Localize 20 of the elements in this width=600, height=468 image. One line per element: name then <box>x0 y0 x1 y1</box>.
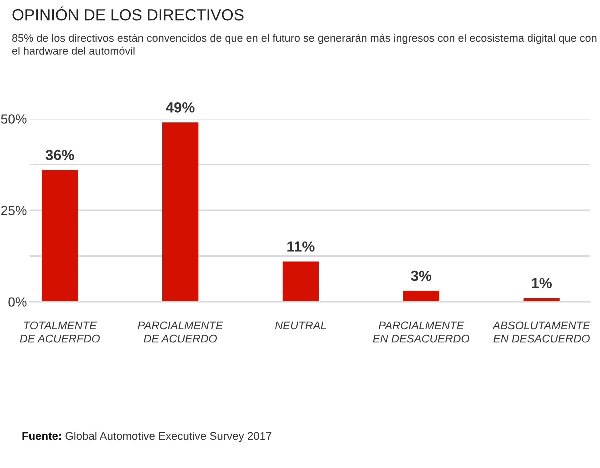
bar <box>162 122 199 302</box>
y-tick-label: 0% <box>8 298 27 307</box>
data-label: 3% <box>411 270 432 282</box>
x-tick-label: NEUTRAL <box>275 322 326 330</box>
y-tick-label: 50% <box>1 114 27 124</box>
x-tick-label: PARCIALMENTE DE ACUERDO <box>138 322 224 343</box>
data-label: 36% <box>46 150 74 160</box>
x-tick-label: ABSOLUTAMENTE EN DESACUERDO <box>492 322 591 343</box>
y-tick-label: 25% <box>1 206 27 216</box>
data-label: 11% <box>288 242 315 252</box>
x-tick-label: TOTALMENTE DE ACUERFDO <box>20 322 100 343</box>
x-tick-label: PARCIALMENTE EN DESACUERDO <box>373 322 470 343</box>
data-label: 49% <box>166 102 195 113</box>
chart-subtitle: 85% de los directivos están convencidos de que en el futuro se generarán más ingresos con el ecosistema digital que con el hardware del automóvil <box>12 34 597 55</box>
bar <box>282 262 320 302</box>
data-label: 1% <box>532 278 552 288</box>
chart-title: OPINIÓN DE LOS DIRECTIVOS <box>12 6 244 21</box>
bar <box>403 291 440 302</box>
source-note: Fuente: Global Automotive Executive Survey 2017 <box>22 432 272 442</box>
bar <box>42 170 78 302</box>
